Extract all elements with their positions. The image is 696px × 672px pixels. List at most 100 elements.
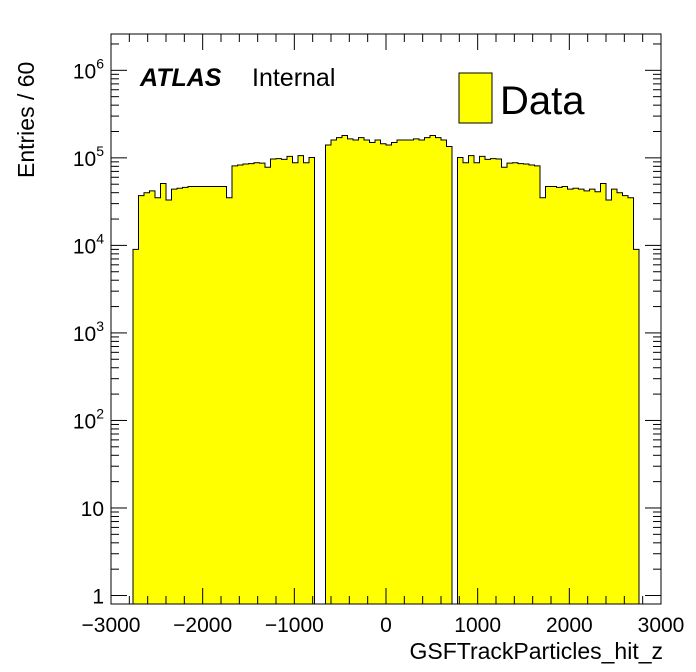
histogram-bar	[369, 142, 376, 604]
y-tick-label: 105	[73, 143, 104, 171]
histogram-bar	[380, 143, 387, 605]
histogram-outline	[132, 135, 640, 604]
histogram-bar	[617, 192, 623, 604]
histogram-outline-segment	[132, 155, 315, 604]
histogram-bar	[188, 186, 194, 604]
histogram-bar	[347, 138, 354, 604]
histogram-bar	[529, 164, 535, 604]
histogram-bar	[551, 186, 557, 604]
histogram-bar	[622, 195, 629, 604]
histogram-bar	[595, 191, 601, 604]
histogram-bar	[534, 165, 541, 604]
histogram-bar	[155, 197, 161, 604]
plot-border	[110, 33, 662, 605]
histogram-bar	[144, 192, 150, 604]
histogram-bar	[254, 162, 260, 604]
histogram-bar	[419, 139, 425, 605]
histogram-bar	[133, 249, 139, 604]
histogram-bar	[199, 186, 205, 604]
histogram-bar	[567, 189, 574, 604]
histogram-bar	[237, 164, 244, 604]
histogram-bar	[485, 159, 491, 604]
histogram-bar	[556, 187, 563, 604]
y-tick-label: 10	[81, 498, 104, 521]
histogram-bar	[463, 162, 469, 604]
histogram-bar	[325, 145, 332, 604]
y-tick-label: 1	[92, 586, 104, 609]
x-tick-label: −1000	[265, 614, 324, 637]
y-tick-label: 106	[73, 55, 104, 83]
histogram-bar	[397, 139, 403, 605]
x-tick-label: 2000	[546, 614, 593, 637]
histogram-bar	[391, 142, 398, 604]
histogram-bar	[166, 200, 172, 604]
y-tick-label: 102	[73, 405, 104, 433]
histogram-bar	[210, 186, 216, 604]
histogram-bar	[259, 163, 266, 604]
histogram-bar	[490, 158, 497, 604]
legend-swatch	[458, 72, 493, 124]
x-axis-title: GSFTrackParticles_hit_z	[410, 638, 664, 664]
histogram-bar	[265, 167, 271, 605]
x-tick-label: 3000	[638, 614, 685, 637]
x-tick-label: −3000	[82, 614, 141, 637]
histogram-bar	[628, 197, 634, 604]
histogram-bar	[523, 164, 530, 604]
histogram-bar	[446, 146, 453, 604]
y-tick-labels: 1 10 102 103 104 105 106	[73, 55, 104, 608]
histogram-bar	[633, 249, 640, 604]
y-axis-title: Entries / 60	[13, 62, 39, 178]
histogram-bar	[474, 162, 480, 604]
histogram-bar	[270, 159, 277, 604]
histogram-bar	[226, 197, 233, 604]
histogram-outline-segment	[457, 155, 640, 604]
histogram-bar	[441, 139, 447, 605]
histogram-bar	[303, 162, 310, 604]
histogram-bar	[545, 186, 552, 604]
histogram-bar	[496, 159, 502, 604]
histogram-bar	[435, 137, 442, 604]
histogram-bar	[402, 139, 409, 605]
x-tick-label: 1000	[454, 614, 501, 637]
y-tick-label: 103	[73, 318, 104, 346]
histogram-bar	[424, 137, 431, 604]
histogram-bar	[540, 197, 546, 604]
histogram-bar	[562, 186, 568, 604]
y-tick-label: 104	[73, 230, 104, 258]
histogram-bar	[584, 190, 590, 604]
histogram-bar	[309, 157, 315, 605]
histogram-bar	[479, 156, 486, 605]
histogram-bar	[138, 195, 145, 604]
histogram-bar	[177, 188, 183, 604]
atlas-label: ATLAS	[139, 64, 222, 92]
histogram-bar	[364, 139, 370, 605]
histogram-bar	[408, 139, 414, 605]
histogram-bar	[578, 189, 585, 604]
histogram-bar	[281, 159, 288, 604]
histogram-bar	[611, 189, 618, 604]
histogram-bar	[232, 165, 238, 604]
histogram-bar	[243, 164, 249, 604]
histogram-bar	[518, 163, 524, 604]
histogram-bar	[298, 155, 304, 604]
histogram-bar	[336, 137, 343, 604]
histogram-bar	[276, 158, 282, 604]
histogram-bar	[573, 188, 579, 604]
histogram-bar	[193, 186, 200, 604]
histogram-bar	[501, 167, 508, 605]
histogram-bar	[287, 156, 293, 605]
histogram-bars	[133, 135, 640, 605]
histogram-bar	[430, 135, 436, 604]
histogram-bar	[342, 135, 348, 604]
histogram-bar	[507, 163, 513, 604]
histogram-bar	[149, 190, 156, 604]
histogram-outline-segment	[325, 135, 453, 604]
x-tick-labels: −3000 −2000 −1000 0 1000 2000 3000	[82, 614, 685, 637]
axis-ticks	[110, 34, 662, 604]
legend-label-data: Data	[500, 79, 585, 123]
histogram-bar	[331, 139, 337, 605]
histogram-bar	[221, 186, 227, 604]
histogram-bar	[589, 189, 596, 604]
histogram-bar	[468, 155, 475, 604]
